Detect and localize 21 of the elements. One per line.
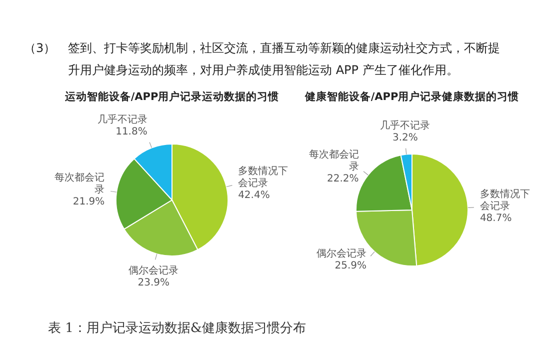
slice-label: 每次都会记录 — [308, 148, 359, 173]
slice-label: 几乎不记录 — [380, 119, 430, 132]
chart-title: 健康智能设备/APP用户记录健康数据的习惯 — [304, 90, 520, 103]
slice-label: 多数情况下会记录 — [480, 188, 530, 212]
data-label: 21.9% — [72, 196, 105, 208]
data-label: 42.4% — [238, 190, 270, 201]
chart-title: 运动智能设备/APP用户记录运动数据的习惯 — [64, 90, 280, 103]
slice-label: 每次都会记录 — [54, 171, 105, 196]
data-label: 23.9% — [138, 277, 170, 288]
data-label: 48.7% — [480, 213, 512, 224]
data-label: 3.2% — [392, 132, 418, 144]
text: 表 1：用户记录运动数据&健康数据习惯分布 — [48, 321, 306, 336]
slice-label: 偶尔会记录 — [316, 248, 367, 260]
data-label: 22.2% — [327, 174, 359, 185]
text: （3） — [24, 41, 56, 55]
slice-label: 偶尔会记录 — [128, 264, 179, 276]
slice-label: 几乎不记录 — [97, 114, 148, 126]
text: 签到、打卡等奖励机制，社区交流，直播互动等新颖的健康运动社交方式，不断提升用户健身运动的频率，对用户养成使用智能运动 APP 产生了催化作用。 — [68, 41, 500, 77]
data-label: 11.8% — [116, 126, 148, 138]
data-label: 25.9% — [334, 260, 367, 272]
slice-label: 多数情况下会记录 — [238, 164, 288, 189]
